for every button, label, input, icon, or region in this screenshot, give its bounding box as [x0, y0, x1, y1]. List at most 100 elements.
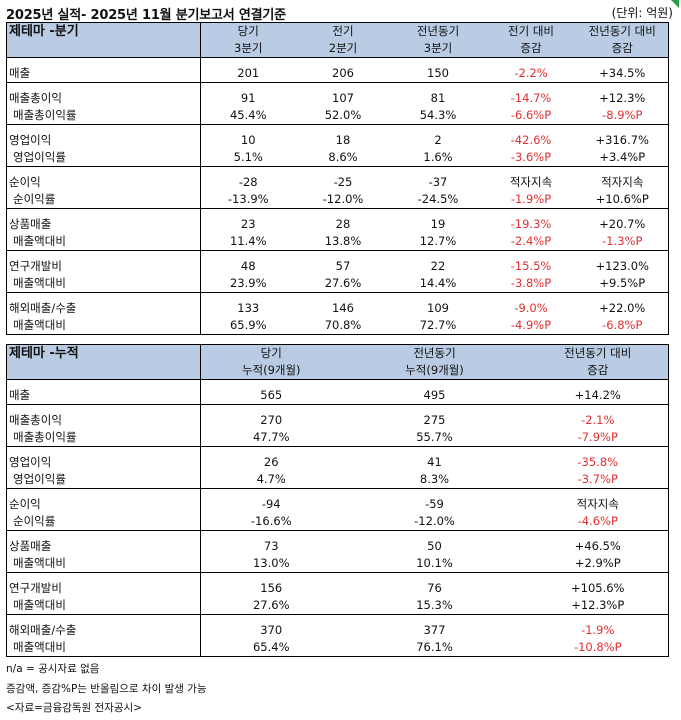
row-label: 매출액대비	[6, 639, 201, 657]
header-previous-quarter: 전기 2분기	[295, 22, 391, 58]
row-label: 매출액대비	[6, 275, 201, 293]
table-cell: -1.9%	[581, 623, 615, 637]
table-cell: -3.8%P	[485, 275, 577, 293]
table-cell: 270	[260, 413, 283, 427]
unit-label: (단위: 억원)	[611, 6, 673, 20]
header-prior-year-quarter: 전년동기 3분기	[390, 22, 486, 58]
table-cell: 47.7%	[200, 429, 342, 447]
table-cell: 370	[260, 623, 283, 637]
row-label: 순이익	[6, 174, 201, 191]
row-label: 연구개발비	[6, 258, 201, 275]
table-cell: -12.0%	[295, 191, 391, 209]
spacer-row	[6, 614, 669, 622]
table-cell: 27.6%	[295, 275, 391, 293]
spacer-row	[6, 82, 669, 90]
table-row: 매출총이익률 47.7% 55.7% -7.9%P	[6, 429, 669, 447]
table-cell: +3.4%P	[576, 149, 669, 167]
table-row: 매출액대비 27.6% 15.3% +12.3%P	[6, 597, 669, 615]
table-cell: -2.4%P	[485, 233, 577, 251]
table-row: 연구개발비 156 76 +105.6%	[6, 580, 669, 597]
table-cell: 10.1%	[341, 555, 528, 573]
table-row: 매출액대비 65.4% 76.1% -10.8%P	[6, 639, 669, 657]
table-row: 매출 201 206 150 -2.2% +34.5%	[6, 65, 669, 83]
spacer-row	[6, 488, 669, 496]
table-cell: 565	[200, 387, 342, 405]
table-cell: -15.5%	[510, 259, 552, 273]
table-cell: 52.0%	[295, 107, 391, 125]
spacer-row	[6, 404, 669, 412]
table-cell: 12.7%	[390, 233, 486, 251]
table-cell: +123.0%	[595, 259, 650, 273]
table-row: 영업이익률 4.7% 8.3% -3.7%P	[6, 471, 669, 489]
header-current-quarter: 당기 3분기	[200, 22, 296, 58]
table-row: 영업이익률 5.1% 8.6% 1.6% -3.6%P +3.4%P	[6, 149, 669, 167]
table-cell: 73	[263, 539, 279, 553]
row-label: 해외매출/수출	[6, 622, 201, 639]
table-cell: -6.6%P	[485, 107, 577, 125]
table-cell: 18	[335, 133, 351, 147]
row-label: 순이익	[6, 496, 201, 513]
table-cell: -37	[428, 175, 448, 189]
table-cell: 8.6%	[295, 149, 391, 167]
table-cell: 48	[240, 259, 256, 273]
table-cell: -1.3%P	[576, 233, 669, 251]
row-label: 상품매출	[6, 216, 201, 233]
table-cell: +20.7%	[599, 217, 646, 231]
table-cell: 10	[240, 133, 256, 147]
table-row: 매출총이익률 45.4% 52.0% 54.3% -6.6%P -8.9%P	[6, 107, 669, 125]
row-label: 매출총이익	[6, 90, 201, 107]
table-cell: 76	[427, 581, 442, 595]
spacer-row	[6, 446, 669, 454]
table-cell: 57	[335, 259, 351, 273]
table-cell: 72.7%	[419, 318, 457, 332]
quarterly-header-row: 제테마 -분기 당기 3분기 전기 2분기 전년동기 3분기 전기 대비 증감 전년동기…	[6, 22, 669, 58]
spacer-row	[6, 572, 669, 580]
row-label: 매출액대비	[6, 317, 201, 335]
table-cell: 495	[341, 387, 528, 405]
table-row: 상품매출 73 50 +46.5%	[6, 538, 669, 555]
table-cell: -14.7%	[510, 91, 552, 105]
table-cell: 22	[430, 259, 446, 273]
spacer-row	[6, 57, 669, 65]
quarterly-table-title: 제테마 -분기	[6, 22, 201, 58]
table-row: 해외매출/수출 133 146 109 -9.0% +22.0%	[6, 300, 669, 317]
row-label: 매출	[6, 387, 201, 405]
spacer-row	[6, 530, 669, 538]
table-cell: 50	[427, 539, 442, 553]
row-label: 매출액대비	[6, 233, 201, 251]
row-label: 연구개발비	[6, 580, 201, 597]
table-cell: -9.0%	[514, 301, 548, 315]
cumulative-header-row: 제테마 -누적 당기 누적(9개월) 전년동기 누적(9개월) 전년동기 대비 증감	[6, 344, 669, 380]
table-cell: -19.3%	[510, 217, 552, 231]
table-cell: -10.8%P	[573, 640, 622, 654]
spacer-row	[6, 292, 669, 300]
table-cell: +2.9%P	[527, 555, 669, 573]
table-cell: +14.2%	[527, 387, 669, 405]
table-cell: -8.9%P	[576, 107, 669, 125]
header-qoq-change: 전기 대비 증감	[485, 22, 577, 58]
table-cell: -13.9%	[200, 191, 296, 209]
table-cell: -7.9%P	[527, 429, 669, 447]
table-cell: -2.2%	[485, 65, 577, 83]
table-cell: 65.4%	[252, 640, 290, 654]
table-row: 매출총이익 91 107 81 -14.7% +12.3%	[6, 90, 669, 107]
header-yoy-change: 전년동기 대비 증감	[576, 22, 669, 58]
table-cell: +316.7%	[595, 133, 650, 147]
spacer-row	[6, 379, 669, 387]
table-cell: 13.8%	[295, 233, 391, 251]
table-cell: +12.3%P	[527, 597, 669, 615]
spacer-row	[6, 208, 669, 216]
table-row: 영업이익 26 41 -35.8%	[6, 454, 669, 471]
table-row: 순이익률 -16.6% -12.0% -4.6%P	[6, 513, 669, 531]
table-cell: -2.1%	[581, 413, 615, 427]
cumulative-table: 제테마 -누적 당기 누적(9개월) 전년동기 누적(9개월) 전년동기 대비 증감 …	[6, 344, 669, 657]
table-cell: -12.0%	[341, 513, 528, 531]
table-row: 순이익률 -13.9% -12.0% -24.5% -1.9%P +10.6%P	[6, 191, 669, 209]
row-label: 영업이익	[6, 132, 201, 149]
spacer-row	[6, 250, 669, 258]
table-cell: 146	[332, 301, 354, 315]
row-label: 매출액대비	[6, 597, 201, 615]
table-row: 매출액대비 23.9% 27.6% 14.4% -3.8%P +9.5%P	[6, 275, 669, 293]
table-cell: 13.0%	[200, 555, 342, 573]
table-cell: 70.8%	[324, 318, 362, 332]
